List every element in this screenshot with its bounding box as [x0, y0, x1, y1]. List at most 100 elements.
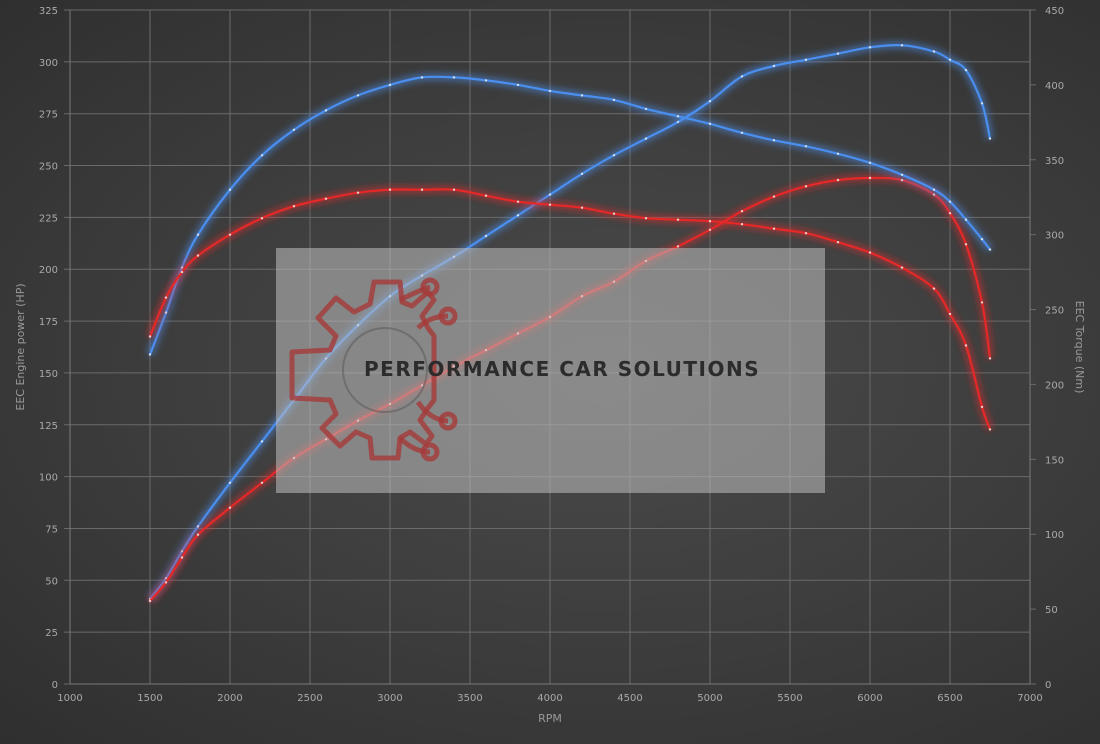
series-point-stock_power: [740, 210, 744, 213]
series-point-stock_torque: [148, 335, 152, 338]
series-point-tuned_power: [836, 52, 840, 55]
series-point-tuned_torque: [164, 311, 168, 314]
y-right-tick-label: 300: [1045, 231, 1064, 242]
y-right-axis-title: EEC Torque (Nm): [1073, 301, 1086, 394]
y-right-tick-label: 200: [1045, 380, 1064, 391]
y-left-tick-label: 300: [39, 58, 58, 69]
series-point-stock_power: [900, 178, 904, 182]
series-point-tuned_power: [644, 137, 648, 140]
series-point-stock_torque: [900, 266, 904, 269]
watermark: PERFORMANCE CAR SOLUTIONS: [276, 248, 825, 493]
x-tick-label: 4500: [617, 693, 642, 704]
series-point-tuned_power: [948, 58, 952, 61]
series-point-tuned_torque: [148, 353, 152, 356]
series-point-tuned_torque: [804, 145, 808, 148]
y-left-tick-label: 100: [39, 473, 58, 484]
y-right-tick-label: 350: [1045, 156, 1064, 167]
y-left-tick-label: 75: [45, 524, 58, 535]
series-point-stock_torque: [740, 223, 744, 226]
x-tick-label: 2000: [217, 693, 242, 704]
x-tick-label: 4000: [537, 693, 562, 704]
series-point-tuned_power: [772, 64, 776, 68]
x-tick-label: 6500: [937, 693, 962, 704]
series-point-stock_torque: [948, 312, 952, 316]
series-point-stock_torque: [516, 200, 520, 203]
series-point-stock_torque: [356, 191, 360, 194]
series-point-tuned_torque: [836, 152, 840, 155]
series-point-stock_power: [964, 243, 968, 246]
series-point-tuned_power: [516, 214, 520, 217]
series-point-tuned_power: [612, 154, 616, 157]
y-left-tick-label: 200: [39, 265, 58, 276]
series-point-stock_torque: [772, 227, 776, 230]
series-point-stock_torque: [980, 405, 984, 409]
y-right-tick-label: 50: [1045, 605, 1058, 616]
series-point-stock_power: [228, 506, 232, 509]
x-tick-label: 7000: [1017, 693, 1042, 704]
y-left-axis-title: EEC Engine power (HP): [14, 283, 27, 410]
y-left-tick-label: 50: [45, 576, 58, 587]
x-tick-label: 5500: [777, 693, 802, 704]
series-point-tuned_power: [228, 481, 232, 484]
series-point-stock_torque: [180, 270, 184, 274]
series-point-tuned_torque: [324, 109, 328, 112]
series-point-stock_power: [804, 185, 808, 188]
series-point-stock_torque: [612, 212, 616, 215]
series-point-tuned_torque: [388, 83, 392, 87]
series-point-tuned_power: [676, 120, 680, 124]
series-point-stock_power: [980, 301, 984, 304]
series-point-tuned_power: [548, 193, 552, 196]
series-point-tuned_torque: [260, 154, 264, 157]
series-point-tuned_power: [484, 234, 488, 238]
y-left-tick-label: 225: [39, 213, 58, 224]
series-point-tuned_torque: [988, 248, 992, 251]
series-point-stock_torque: [420, 188, 424, 191]
series-point-stock_torque: [196, 254, 200, 257]
series-point-stock_power: [948, 212, 952, 215]
x-tick-label: 3500: [457, 693, 482, 704]
series-point-tuned_torque: [900, 173, 904, 176]
series-point-stock_power: [708, 228, 712, 231]
series-point-tuned_power: [708, 100, 712, 103]
series-point-tuned_torque: [420, 76, 424, 79]
series-point-tuned_torque: [292, 128, 296, 131]
y-right-tick-label: 100: [1045, 530, 1064, 541]
y-left-tick-label: 25: [45, 628, 58, 639]
y-right-tick-label: 0: [1045, 680, 1051, 691]
series-point-tuned_torque: [612, 98, 616, 102]
series-point-stock_torque: [324, 197, 328, 200]
series-point-stock_power: [148, 599, 152, 603]
series-point-tuned_power: [988, 137, 992, 140]
series-point-stock_torque: [932, 287, 936, 290]
series-point-tuned_torque: [708, 122, 712, 126]
series-point-stock_torque: [964, 344, 968, 347]
series-point-tuned_power: [740, 75, 744, 78]
series-point-tuned_torque: [484, 79, 488, 82]
series-point-stock_torque: [452, 188, 456, 191]
series-point-tuned_torque: [868, 161, 872, 164]
series-point-stock_torque: [164, 296, 168, 299]
x-tick-label: 5000: [697, 693, 722, 704]
gear-circuit-logo: [289, 277, 458, 462]
series-point-tuned_torque: [932, 188, 936, 191]
series-point-stock_torque: [548, 203, 552, 206]
series-point-stock_power: [260, 481, 264, 484]
series-point-stock_power: [676, 245, 680, 248]
y-left-tick-label: 175: [39, 317, 58, 328]
x-tick-label: 3000: [377, 693, 402, 704]
series-point-tuned_power: [900, 44, 904, 47]
series-point-stock_power: [836, 178, 840, 182]
series-point-stock_torque: [708, 220, 712, 223]
series-point-tuned_power: [964, 68, 968, 72]
y-left-tick-label: 0: [52, 680, 58, 691]
series-point-tuned_torque: [580, 94, 584, 97]
series-point-tuned_torque: [644, 107, 648, 111]
series-point-tuned_torque: [740, 131, 744, 134]
series-point-stock_power: [180, 556, 184, 559]
series-point-tuned_torque: [676, 115, 680, 118]
series-point-tuned_power: [980, 102, 984, 105]
series-point-tuned_power: [868, 46, 872, 49]
series-point-stock_torque: [580, 206, 584, 209]
y-left-tick-label: 250: [39, 162, 58, 173]
